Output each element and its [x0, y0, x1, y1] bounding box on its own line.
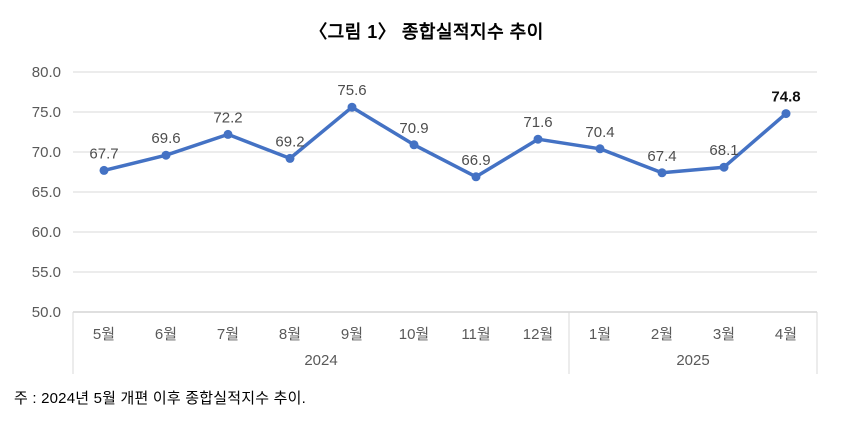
- month-label: 7월: [217, 326, 239, 343]
- y-tick-label: 55.0: [32, 264, 61, 281]
- month-label: 5월: [93, 326, 115, 343]
- data-point: [285, 153, 295, 163]
- x-axis-years: 2024 2025: [304, 352, 709, 369]
- data-label: 69.6: [151, 130, 180, 147]
- data-point: [223, 129, 233, 139]
- data-label: 67.7: [89, 145, 118, 162]
- data-label: 68.1: [709, 142, 738, 159]
- month-label: 8월: [279, 326, 301, 343]
- axis-separators: [72, 312, 818, 374]
- year-label: 2024: [304, 352, 337, 369]
- data-point: [471, 172, 481, 182]
- gridlines: [73, 71, 817, 313]
- y-tick-label: 80.0: [32, 64, 61, 81]
- data-line: [102, 105, 788, 179]
- month-label: 3월: [713, 326, 735, 343]
- month-label: 10월: [399, 326, 430, 343]
- chart-title: 〈그림 1〉 종합실적지수 추이: [309, 22, 544, 42]
- data-point: [409, 140, 419, 150]
- data-point: [657, 168, 667, 178]
- month-label: 9월: [341, 326, 363, 343]
- y-tick-label: 75.0: [32, 104, 61, 121]
- data-label: 66.9: [461, 152, 490, 169]
- data-label: 69.2: [275, 133, 304, 150]
- month-label: 4월: [775, 326, 797, 343]
- data-point: [347, 102, 357, 112]
- data-label: 67.4: [647, 148, 676, 165]
- y-tick-label: 70.0: [32, 144, 61, 161]
- data-label: 72.2: [213, 109, 242, 126]
- data-point: [161, 150, 171, 160]
- month-label: 6월: [155, 326, 177, 343]
- data-labels: 67.7 69.6 72.2 69.2 75.6 70.9 66.9 71.6 70.4 67.4…: [89, 82, 800, 169]
- y-tick-label: 50.0: [32, 304, 61, 321]
- data-point: [781, 109, 791, 119]
- month-label: 11월: [461, 326, 490, 343]
- y-tick-label: 60.0: [32, 224, 61, 241]
- data-label: 74.8: [771, 89, 800, 106]
- data-label: 70.9: [399, 120, 428, 137]
- data-points: [99, 102, 791, 182]
- data-series: [102, 105, 788, 179]
- data-label: 71.6: [523, 114, 552, 131]
- data-point: [533, 134, 543, 144]
- footnote: 주 : 2024년 5월 개편 이후 종합실적지수 추이.: [14, 390, 307, 407]
- data-point: [719, 162, 729, 172]
- data-point: [99, 165, 109, 175]
- month-label: 12월: [523, 326, 554, 343]
- data-label: 75.6: [337, 82, 366, 99]
- data-point: [595, 144, 605, 154]
- y-tick-label: 65.0: [32, 184, 61, 201]
- year-label: 2025: [676, 352, 709, 369]
- month-label: 1월: [589, 326, 611, 343]
- x-axis-months: 5월 6월 7월 8월 9월 10월 11월 12월 1월 2월 3월 4월: [93, 326, 797, 343]
- data-label: 70.4: [585, 124, 614, 141]
- month-label: 2월: [651, 326, 673, 343]
- y-axis-labels: 50.0 55.0 60.0 65.0 70.0 75.0 80.0: [32, 64, 61, 321]
